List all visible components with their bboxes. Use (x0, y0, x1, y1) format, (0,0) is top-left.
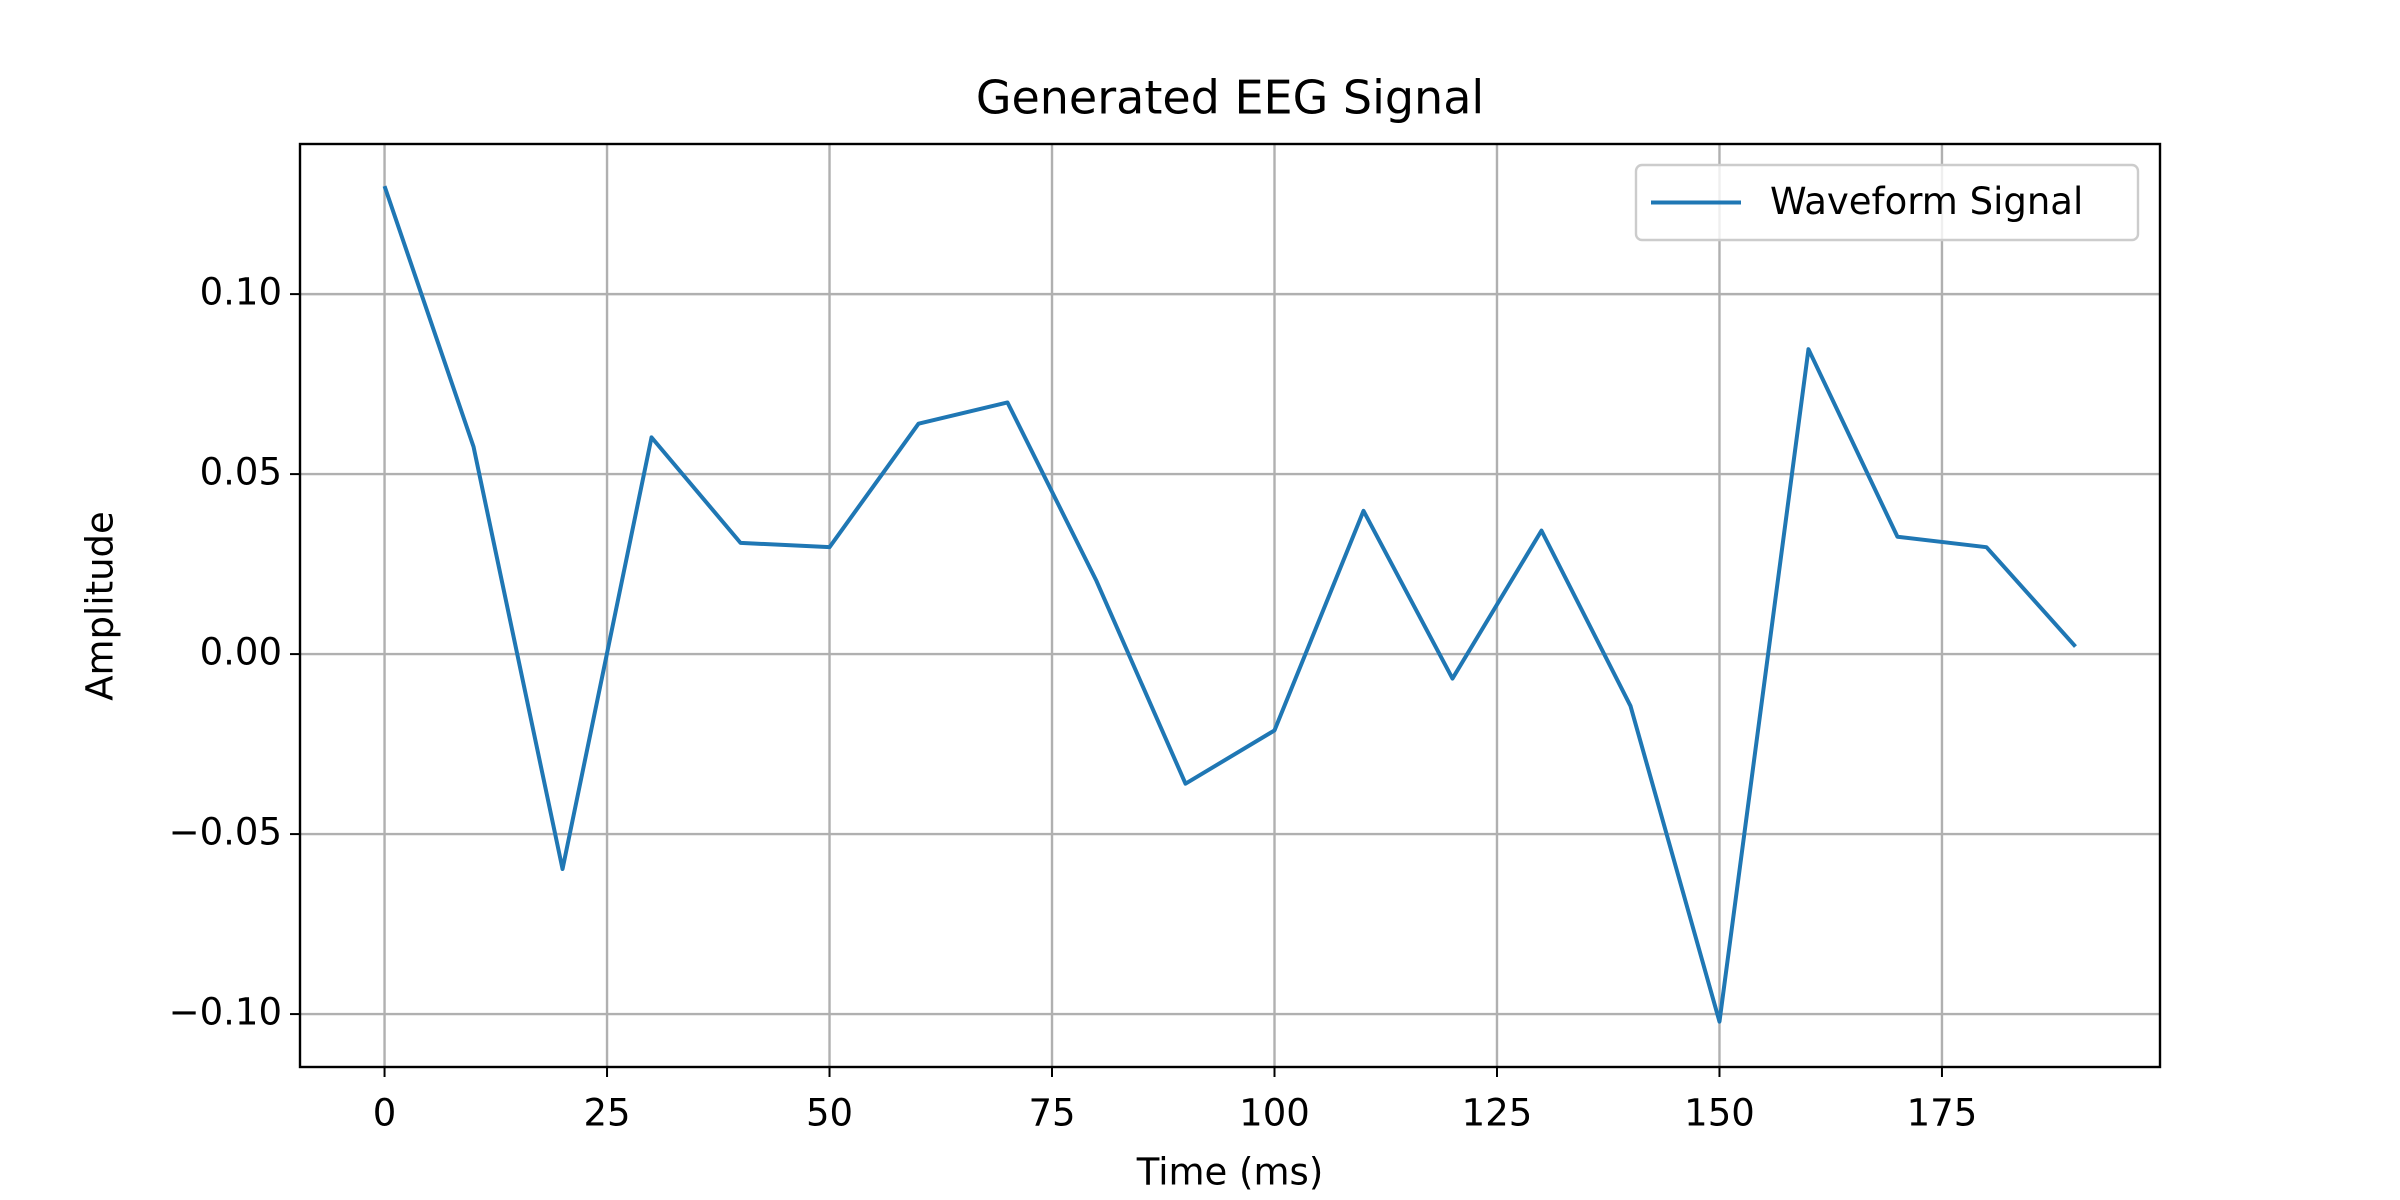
x-tick-label: 0 (373, 1092, 397, 1135)
x-tick-label: 25 (583, 1092, 630, 1135)
y-tick-label: 0.05 (200, 451, 282, 494)
x-tick-label: 100 (1239, 1092, 1310, 1135)
x-tick-label: 125 (1462, 1092, 1533, 1135)
legend-label: Waveform Signal (1770, 180, 2083, 223)
y-tick-label: 0.00 (200, 631, 282, 674)
y-tick-label: −0.05 (169, 811, 282, 854)
plot-frame (298, 142, 2162, 1069)
x-tick-label: 150 (1684, 1092, 1755, 1135)
y-tick-label: 0.10 (200, 271, 282, 314)
chart-title: Generated EEG Signal (976, 71, 1484, 125)
x-tick-label: 50 (806, 1092, 853, 1135)
x-tick-label: 75 (1028, 1092, 1075, 1135)
x-tick-label: 175 (1907, 1092, 1978, 1135)
x-axis-label: Time (ms) (1136, 1151, 1324, 1194)
y-axis-label: Amplitude (79, 511, 122, 701)
legend-box (1634, 163, 2140, 242)
line-series (382, 185, 2077, 1024)
y-tick-label: −0.10 (169, 991, 282, 1034)
